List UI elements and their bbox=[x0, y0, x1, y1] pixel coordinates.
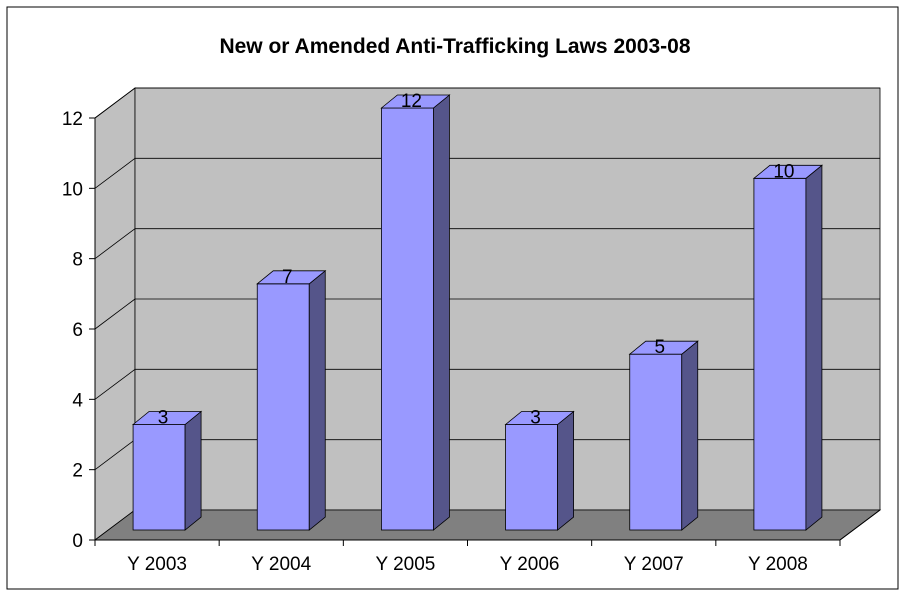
bar bbox=[752, 164, 824, 531]
bar-front bbox=[629, 353, 683, 531]
data-label: 7 bbox=[282, 267, 293, 288]
bar-side bbox=[557, 410, 574, 531]
y-axis: 0 2 4 6 8 10 12 bbox=[62, 109, 96, 552]
chart-title: New or Amended Anti-Trafficking Laws 200… bbox=[219, 35, 690, 58]
bar bbox=[131, 410, 203, 531]
data-labels: 3 7 12 3 5 10 bbox=[158, 91, 795, 429]
data-label: 3 bbox=[158, 408, 169, 429]
y-tick-label: 0 bbox=[72, 531, 83, 552]
gridline-side bbox=[94, 298, 136, 330]
data-label: 12 bbox=[401, 91, 422, 112]
y-tick-label: 8 bbox=[72, 250, 83, 271]
bars bbox=[131, 94, 824, 531]
gridline-side bbox=[94, 228, 136, 259]
bar-side bbox=[805, 164, 823, 531]
bar-top bbox=[752, 164, 824, 179]
bar-side bbox=[681, 340, 699, 531]
data-label: 10 bbox=[773, 161, 794, 182]
x-axis: Y 2003 Y 2004 Y 2005 Y 2006 Y 2007 Y 2008 bbox=[94, 509, 881, 575]
y-tick-label: 6 bbox=[72, 320, 83, 341]
bar-top bbox=[256, 270, 327, 285]
bar-top bbox=[131, 411, 203, 425]
x-tick-label: Y 2008 bbox=[748, 554, 808, 575]
data-label: 3 bbox=[530, 408, 541, 429]
bar-front bbox=[753, 177, 807, 531]
y-tick-label: 12 bbox=[62, 109, 83, 130]
bar bbox=[380, 94, 451, 531]
y-tick-label: 10 bbox=[62, 179, 83, 200]
y-tick-label: 2 bbox=[72, 461, 83, 482]
bar-front bbox=[132, 424, 186, 531]
x-tick-label: Y 2003 bbox=[127, 554, 187, 575]
bar bbox=[256, 269, 327, 531]
bar-side bbox=[433, 94, 450, 531]
bar-side bbox=[308, 269, 326, 531]
x-tick-label: Y 2007 bbox=[624, 554, 684, 575]
bar bbox=[628, 340, 699, 531]
gridline-side bbox=[94, 87, 136, 119]
x-tick-label: Y 2005 bbox=[375, 554, 435, 575]
x-axis-depth-edge bbox=[839, 509, 881, 541]
bar-top bbox=[504, 411, 575, 425]
bar bbox=[504, 410, 575, 531]
data-label: 5 bbox=[654, 337, 665, 358]
bar-side bbox=[184, 410, 202, 531]
x-tick-label: Y 2006 bbox=[500, 554, 560, 575]
y-tick-label: 4 bbox=[72, 390, 83, 411]
x-tick-label: Y 2004 bbox=[251, 554, 311, 575]
gridline-side bbox=[94, 439, 136, 470]
gridline-side bbox=[94, 158, 136, 189]
bar-top bbox=[380, 94, 451, 109]
bar-front bbox=[256, 283, 310, 531]
gridline-side bbox=[94, 369, 136, 400]
bar-top bbox=[628, 340, 699, 355]
bar-front bbox=[505, 424, 558, 531]
bar-front bbox=[381, 107, 434, 531]
